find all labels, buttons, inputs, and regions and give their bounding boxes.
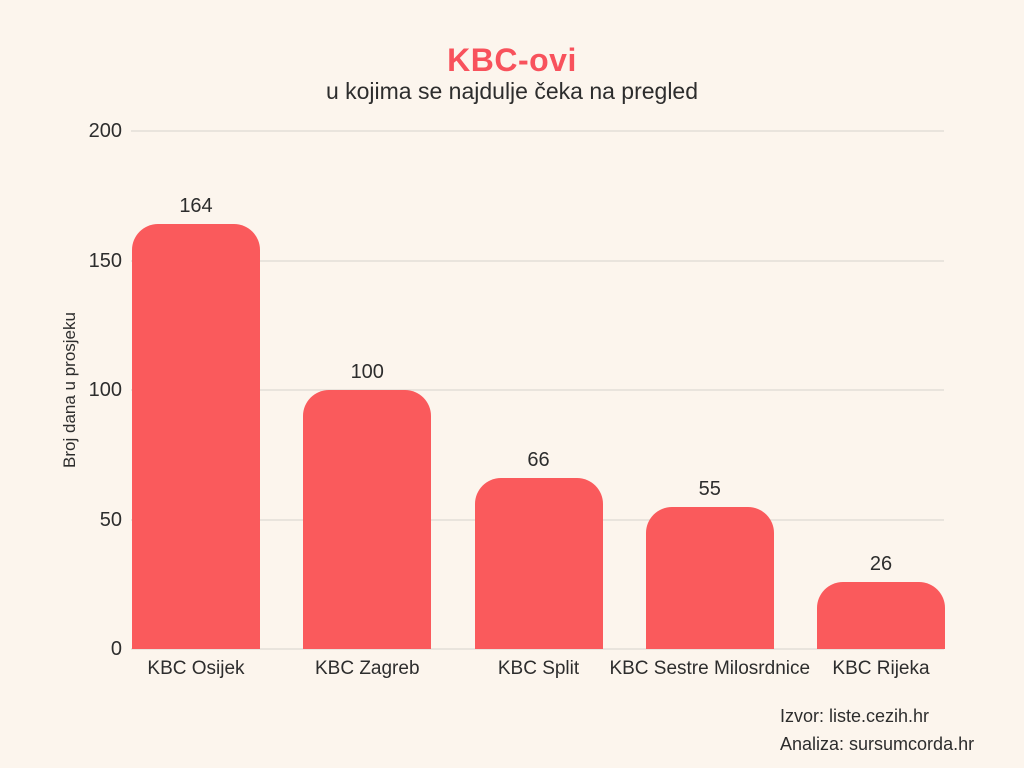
category-label: KBC Zagreb <box>314 658 420 679</box>
y-tick-label: 50 <box>99 508 122 531</box>
bar <box>645 506 774 649</box>
category-label: KBC Sestre Milosrdnice <box>609 658 811 679</box>
source-note: Izvor: liste.cezih.hr Analiza: sursumcor… <box>780 702 974 758</box>
category-label: KBC Split <box>497 658 580 679</box>
chart-subtitle: u kojima se najdulje čeka na pregled <box>325 78 699 104</box>
category-label: KBC Rijeka <box>832 658 930 679</box>
y-tick-label: 200 <box>88 120 122 142</box>
category-label: KBC Osijek <box>147 658 245 679</box>
bar-value-label: 164 <box>179 195 213 218</box>
gridline <box>131 130 944 132</box>
y-tick-label: 0 <box>110 638 122 660</box>
bar-value-label: 66 <box>527 449 550 472</box>
y-tick-label: 150 <box>88 249 122 272</box>
bar <box>474 478 603 649</box>
bar-value-label: 100 <box>350 361 384 383</box>
bar-value-label: 55 <box>698 477 721 500</box>
gridline <box>131 648 944 650</box>
bar-value-label: 26 <box>869 552 893 575</box>
gridline <box>131 389 944 391</box>
chart-title: KBC-ovi <box>447 42 577 78</box>
bar <box>132 224 260 649</box>
y-tick-label: 100 <box>88 379 122 401</box>
bar <box>817 581 945 649</box>
analysis-line: Analiza: sursumcorda.hr <box>780 734 975 754</box>
bar <box>303 390 432 649</box>
source-line: Izvor: liste.cezih.hr <box>780 706 930 726</box>
gridline <box>131 259 944 262</box>
